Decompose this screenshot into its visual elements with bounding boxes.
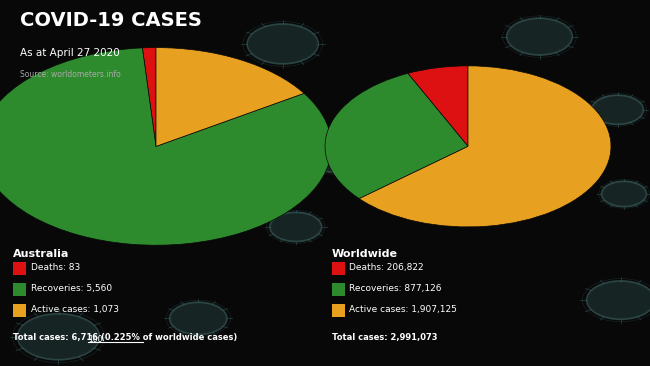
Text: 100: 100 <box>88 335 102 344</box>
Circle shape <box>171 303 226 334</box>
Circle shape <box>593 96 642 124</box>
Bar <box>332 304 344 317</box>
Wedge shape <box>0 48 332 245</box>
Circle shape <box>16 154 55 176</box>
Bar <box>13 304 26 317</box>
Text: Total cases: 2,991,073: Total cases: 2,991,073 <box>332 333 437 342</box>
Circle shape <box>20 315 98 359</box>
Wedge shape <box>142 48 156 146</box>
Bar <box>332 283 344 296</box>
Text: As at April 27 2020: As at April 27 2020 <box>20 48 119 57</box>
Circle shape <box>312 143 364 172</box>
Wedge shape <box>359 66 611 227</box>
Text: Recoveries: 877,126: Recoveries: 877,126 <box>349 284 441 293</box>
Wedge shape <box>408 66 468 146</box>
Text: Active cases: 1,073: Active cases: 1,073 <box>31 305 118 314</box>
Bar <box>332 262 344 274</box>
Wedge shape <box>156 48 304 146</box>
Text: Worldwide: Worldwide <box>332 249 398 259</box>
Text: Deaths: 206,822: Deaths: 206,822 <box>349 263 424 272</box>
Text: Deaths: 83: Deaths: 83 <box>31 263 80 272</box>
Circle shape <box>249 25 317 63</box>
Bar <box>13 283 26 296</box>
Bar <box>13 262 26 274</box>
Circle shape <box>271 213 320 241</box>
Text: Recoveries: 5,560: Recoveries: 5,560 <box>31 284 112 293</box>
Circle shape <box>603 182 645 206</box>
Circle shape <box>508 19 571 54</box>
Text: Australia: Australia <box>13 249 70 259</box>
Circle shape <box>588 282 650 318</box>
Text: Source: worldometers.info: Source: worldometers.info <box>20 70 120 79</box>
Text: COVID-19 CASES: COVID-19 CASES <box>20 11 202 30</box>
Text: Active cases: 1,907,125: Active cases: 1,907,125 <box>349 305 457 314</box>
Wedge shape <box>325 73 468 199</box>
Text: Total cases: 6,716 (0.225% of worldwide cases): Total cases: 6,716 (0.225% of worldwide … <box>13 333 237 342</box>
